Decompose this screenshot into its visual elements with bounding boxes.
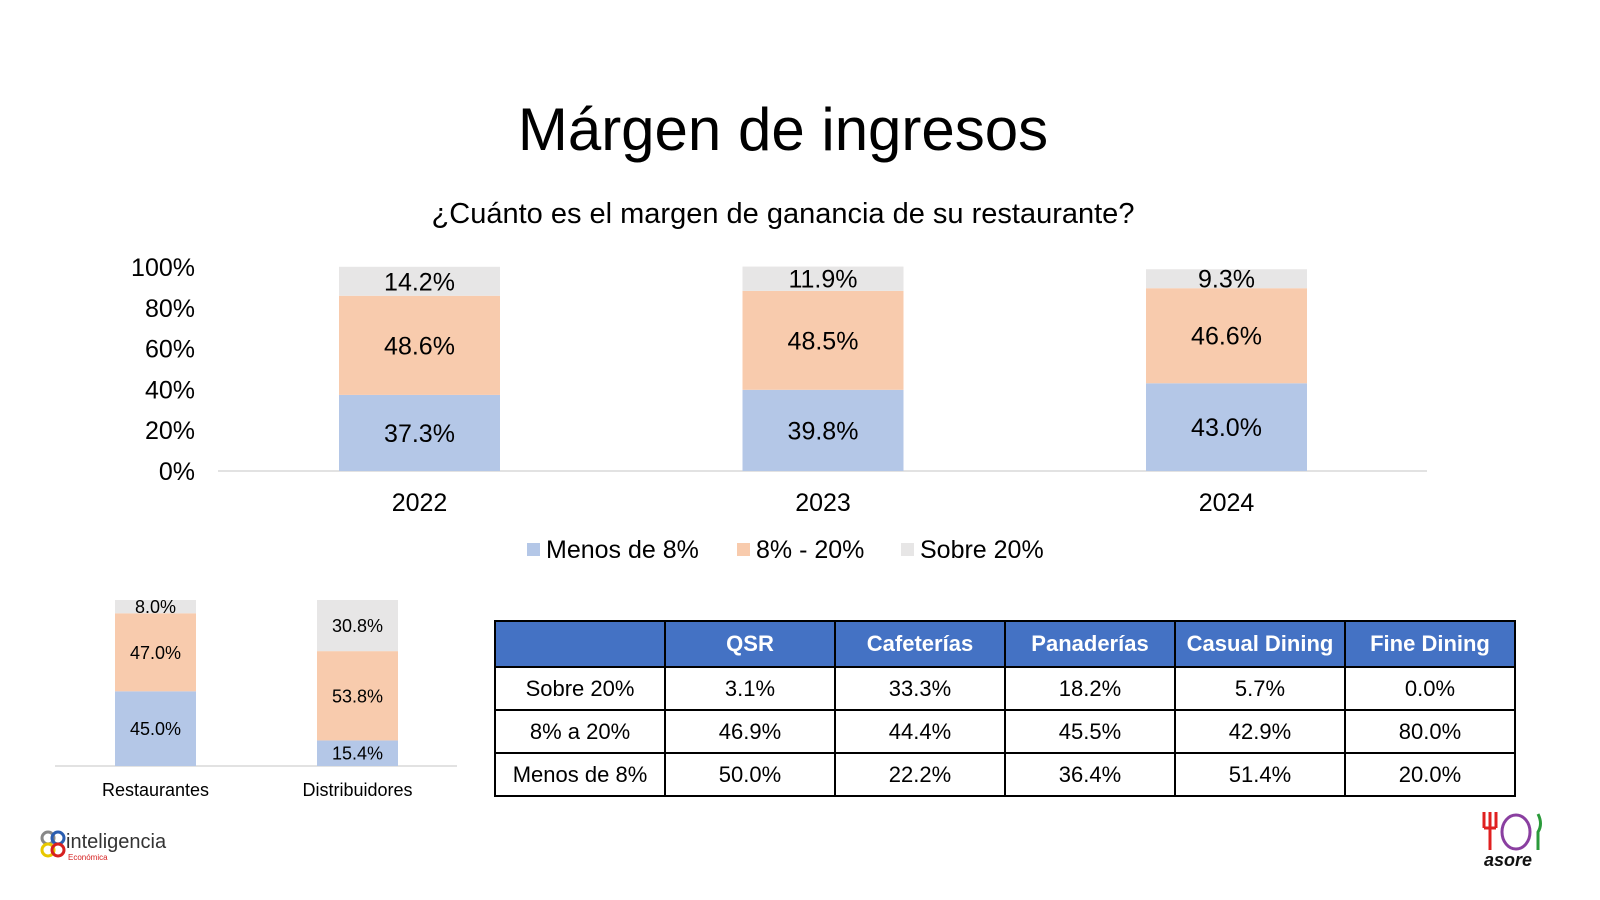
legend-swatch <box>901 543 914 556</box>
data-label: 9.3% <box>1198 266 1255 294</box>
svg-text:asore: asore <box>1484 850 1532 870</box>
table-cell: 22.2% <box>834 752 1006 797</box>
bar-segment <box>317 651 398 741</box>
table-cell: 51.4% <box>1174 752 1346 797</box>
svg-text:inteligencia: inteligencia <box>66 831 167 853</box>
data-label: 48.6% <box>384 332 455 360</box>
data-label: 48.5% <box>788 327 859 355</box>
table-cell: 80.0% <box>1344 709 1516 754</box>
data-label: 14.2% <box>384 268 455 296</box>
legend-swatch <box>737 543 750 556</box>
chart-subtitle: ¿Cuánto es el margen de ganancia de su r… <box>431 198 1135 230</box>
bar-segment <box>1146 288 1307 384</box>
data-label: 39.8% <box>788 417 859 445</box>
inteligencia-economica-logo: inteligencia Económica <box>40 830 167 862</box>
data-label: 8.0% <box>135 597 176 617</box>
bar-segment <box>115 600 196 614</box>
svg-text:Económica: Económica <box>68 853 108 862</box>
bar-segment <box>115 613 196 692</box>
bar-segment <box>317 600 398 652</box>
table-corner-cell <box>494 620 666 668</box>
row-header: Menos de 8% <box>494 752 666 797</box>
y-tick-label: 80% <box>145 295 195 323</box>
table-cell: 20.0% <box>1344 752 1516 797</box>
legend-label: Menos de 8% <box>546 536 699 564</box>
column-header: Casual Dining <box>1174 620 1346 668</box>
table-cell: 42.9% <box>1174 709 1346 754</box>
category-label: Restaurantes <box>102 780 209 800</box>
table-cell: 0.0% <box>1344 666 1516 711</box>
data-label: 53.8% <box>332 686 383 706</box>
column-header: Panaderías <box>1004 620 1176 668</box>
table-cell: 36.4% <box>1004 752 1176 797</box>
category-label: 2023 <box>795 489 851 517</box>
bar-segment <box>339 266 500 296</box>
data-label: 30.8% <box>332 616 383 636</box>
y-tick-label: 60% <box>145 336 195 364</box>
table-row: Menos de 8% 50.0% 22.2% 36.4% 51.4% 20.0% <box>494 752 1516 797</box>
data-label: 37.3% <box>384 420 455 448</box>
table-cell: 50.0% <box>664 752 836 797</box>
column-header: QSR <box>664 620 836 668</box>
table-row: 8% a 20% 46.9% 44.4% 45.5% 42.9% 80.0% <box>494 709 1516 754</box>
table-row: Sobre 20% 3.1% 33.3% 18.2% 5.7% 0.0% <box>494 666 1516 711</box>
data-label: 11.9% <box>788 266 857 294</box>
column-header: Cafeterías <box>834 620 1006 668</box>
data-label: 45.0% <box>130 719 181 739</box>
table-cell: 33.3% <box>834 666 1006 711</box>
data-label: 47.0% <box>130 643 181 663</box>
y-tick-label: 20% <box>145 417 195 445</box>
bar-segment <box>339 295 500 395</box>
data-label: 43.0% <box>1191 414 1262 442</box>
page-title: Márgen de ingresos <box>517 96 1049 163</box>
category-label: 2024 <box>1199 489 1255 517</box>
y-tick-label: 0% <box>159 458 195 486</box>
data-label: 15.4% <box>332 744 383 764</box>
table-header-row: QSR Cafeterías Panaderías Casual Dining Fine… <box>494 620 1516 668</box>
legend-label: 8% - 20% <box>756 536 864 564</box>
bar-segment <box>742 290 904 390</box>
segment-table: QSR Cafeterías Panaderías Casual Dining Fine… <box>494 620 1516 797</box>
category-label: Distribuidores <box>302 780 412 800</box>
legend-label: Sobre 20% <box>920 536 1044 564</box>
row-header: Sobre 20% <box>494 666 666 711</box>
bar-segment <box>339 394 500 471</box>
asore-logo: asore <box>1482 812 1542 870</box>
row-header: 8% a 20% <box>494 709 666 754</box>
y-tick-label: 40% <box>145 376 195 404</box>
bar-segment <box>1146 383 1307 471</box>
table-cell: 5.7% <box>1174 666 1346 711</box>
column-header: Fine Dining <box>1344 620 1516 668</box>
table-cell: 46.9% <box>664 709 836 754</box>
bar-segment <box>1146 269 1307 289</box>
table-cell: 44.4% <box>834 709 1006 754</box>
table-cell: 18.2% <box>1004 666 1176 711</box>
category-label: 2022 <box>392 489 448 517</box>
data-label: 46.6% <box>1191 323 1262 351</box>
bar-segment <box>742 389 904 471</box>
table-cell: 3.1% <box>664 666 836 711</box>
bar-segment <box>317 740 398 766</box>
bar-segment <box>742 266 904 291</box>
y-tick-label: 100% <box>131 254 195 282</box>
legend-swatch <box>527 543 540 556</box>
table-cell: 45.5% <box>1004 709 1176 754</box>
bar-segment <box>115 691 196 766</box>
